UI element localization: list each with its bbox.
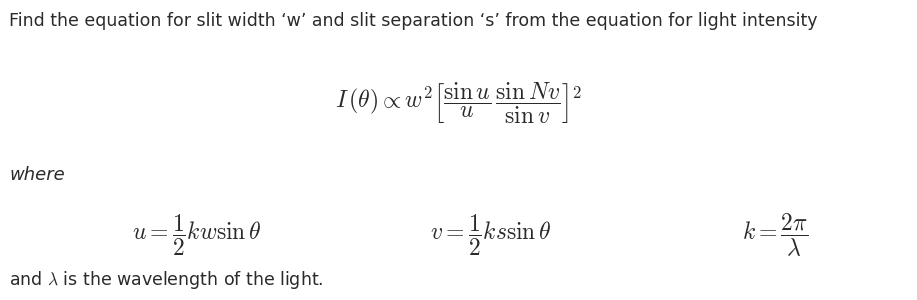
Text: $I\,(\theta) \propto w^2 \left[\dfrac{\sin u}{u}\,\dfrac{\sin Nv}{\sin v}\right]: $I\,(\theta) \propto w^2 \left[\dfrac{\s… (335, 81, 582, 126)
Text: $k = \dfrac{2\pi}{\lambda}$: $k = \dfrac{2\pi}{\lambda}$ (742, 212, 808, 259)
Text: Find the equation for slit width ‘w’ and slit separation ‘s’ from the equation f: Find the equation for slit width ‘w’ and… (9, 12, 818, 30)
Text: $v = \dfrac{1}{2}ks\sin\theta$: $v = \dfrac{1}{2}ks\sin\theta$ (430, 213, 551, 258)
Text: and $\lambda$ is the wavelength of the light.: and $\lambda$ is the wavelength of the l… (9, 269, 324, 291)
Text: $u = \dfrac{1}{2}kw\sin\theta$: $u = \dfrac{1}{2}kw\sin\theta$ (132, 213, 262, 258)
Text: where: where (9, 167, 65, 184)
